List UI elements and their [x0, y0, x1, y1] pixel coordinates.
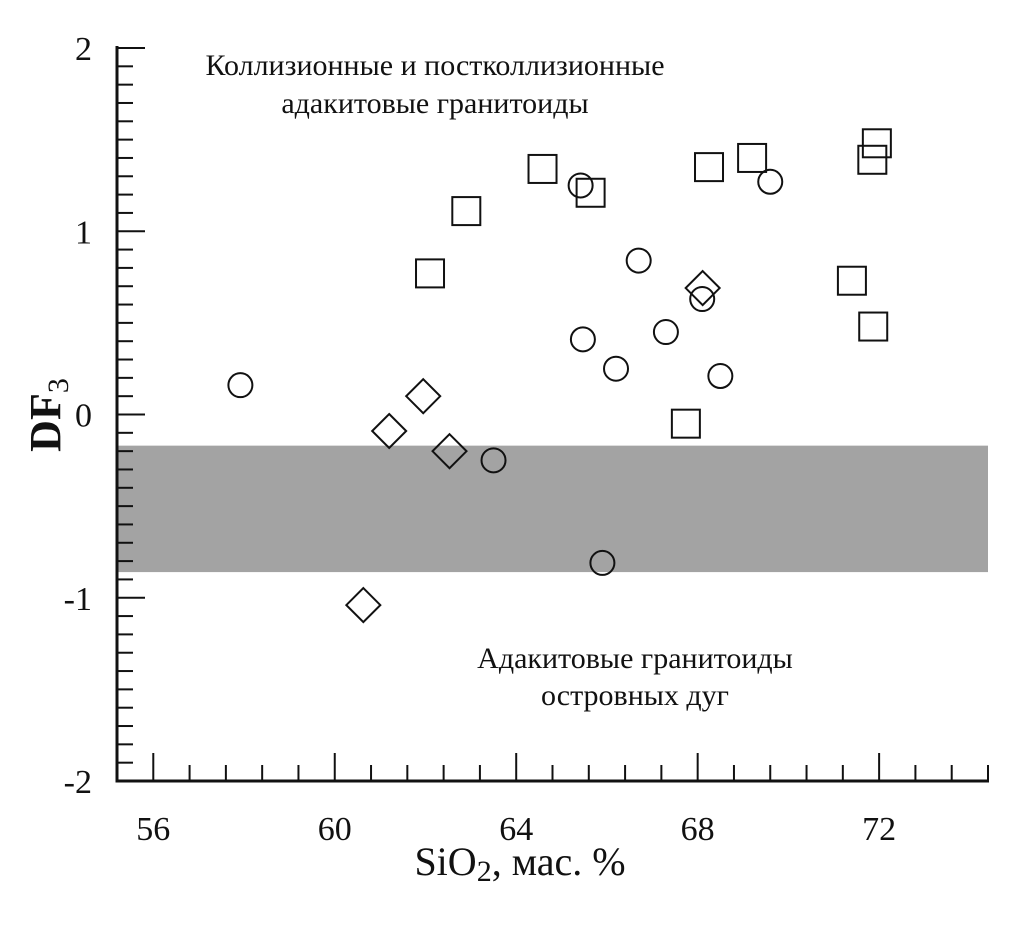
- square-point: [575, 177, 606, 208]
- x-axis-title: SiO2, мас. %: [414, 839, 625, 888]
- circle-point: [569, 326, 596, 353]
- circle-point: [603, 355, 630, 382]
- square-point: [527, 153, 558, 184]
- x-tick-label: 68: [681, 811, 715, 848]
- circle-point: [480, 447, 507, 474]
- circle-point: [707, 363, 734, 390]
- x-tick-label: 56: [136, 811, 170, 848]
- square-point: [836, 265, 867, 296]
- y-tick-label: -2: [64, 764, 92, 801]
- diamond-point: [404, 377, 442, 415]
- x-tick-label: 60: [318, 811, 352, 848]
- square-point: [861, 128, 892, 159]
- diamond-point: [431, 432, 468, 470]
- square-point: [694, 152, 725, 183]
- circle-point: [567, 172, 594, 199]
- square-point: [858, 311, 889, 342]
- y-tick-label: -1: [64, 581, 92, 618]
- y-tick-label: 1: [75, 214, 92, 251]
- diamond-point: [370, 412, 408, 450]
- annotation-collision-line1: Коллизионные и постколлизионные: [205, 49, 664, 82]
- circle-point: [757, 168, 784, 195]
- diamond-point: [344, 586, 382, 624]
- x-tick-label: 72: [862, 811, 896, 848]
- square-point: [415, 258, 446, 289]
- y-tick-label: 0: [75, 398, 92, 435]
- annotation-collision-line2: адакитовые гранитоиды: [281, 87, 588, 120]
- y-tick-label: 2: [75, 31, 92, 68]
- square-point: [857, 144, 888, 175]
- diamond-point: [684, 269, 722, 307]
- circle-point: [689, 286, 716, 313]
- circle-point: [227, 372, 254, 399]
- square-point: [737, 142, 768, 173]
- y-axis-title: DF3: [21, 378, 75, 452]
- x-tick-label: 64: [499, 811, 533, 848]
- annotation-arc-line2: островных дуг: [541, 679, 729, 712]
- shaded-band: [117, 445, 988, 573]
- circle-point: [589, 549, 616, 576]
- square-point: [670, 408, 701, 439]
- circle-point: [652, 319, 679, 346]
- annotation-arc-line1: Адакитовые гранитоиды: [477, 642, 793, 675]
- square-point: [451, 196, 482, 227]
- circle-point: [625, 247, 652, 274]
